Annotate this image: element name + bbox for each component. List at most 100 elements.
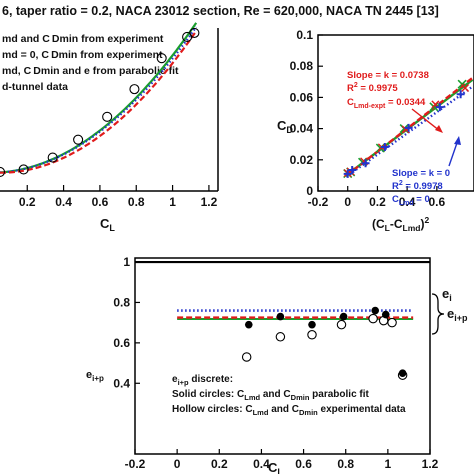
p3-solid-point [381,310,390,319]
p3-hollow-point [387,317,397,328]
p3-notes: ei+p discrete: Solid circles: CLmd and C… [172,374,406,417]
p2-x-axis-label: (CL-CLmd)2 [372,215,430,233]
p3-solid-point [308,320,316,329]
p1-x-axis-label: CL [100,216,115,233]
p2-blue-clmd: CLmd = 0 [392,194,430,207]
p1-x-tick-label: 0.2 [19,195,36,209]
p3-x-tick-label: 0.6 [295,457,312,471]
p3-solid-point [339,312,348,321]
p2-y-tick-label: 0.04 [290,122,314,136]
p3-solid-point [398,369,407,377]
p3-solid-point [276,312,285,321]
p2-point-blue [456,90,465,99]
p2-y-tick-label: 0.1 [296,28,313,42]
p3-note-line-1: ei+p discrete: [172,374,233,387]
p3-x-tick-label: 0.4 [253,457,270,471]
p2-x-tick-label: -0.2 [308,195,329,209]
p1-data-point [156,53,167,64]
p1-data-point [102,111,113,122]
p1-legend-line-2: md = 0, C Dmin from experiment [2,49,163,61]
p3-note-line-2: Solid circles: CLmd and CDmin parabolic … [172,389,370,402]
p2-y-tick-label: 0 [306,184,313,198]
p2-x-tick-label: 0.4 [399,195,416,209]
p2-red-arrow [411,108,441,132]
p2-y-axis-label: CD [277,118,293,135]
p1-legend-line-1: md and C Dmin from experiment [2,33,164,45]
p3-y-tick-label: 1 [123,255,130,269]
p1-data-point [0,166,6,177]
p2-point-blue [361,159,370,168]
p3-ticks: -0.2 0 0.2 0.4 0.6 0.8 1 1.2 0.4 0.6 0.8 1 [113,255,438,471]
p2-blue-slope: Slope = k = 0 [392,168,450,179]
p2-ticks: -0.2 0 0.2 0.4 0.600.020.040.060.080.1 [290,28,446,209]
p1-data-point [18,164,29,175]
p1-x-tick-label: 0.8 [128,195,145,209]
p2-point-blue [380,143,389,152]
p2-x-tick-label: 0 [344,195,351,209]
p2-plot-frame [317,34,474,192]
p2-data-points [343,79,470,179]
p2-annotation-red: Slope = k = 0.0738 R2 = 0.9975 CLmd-expt… [347,70,443,133]
panel-e-vs-cl: -0.2 0 0.2 0.4 0.6 0.8 1 1.20.40.60.81 ei+p CL … [86,255,468,474]
p1-fit-curves [0,22,198,174]
p3-y-axis-label: ei+p [86,369,104,383]
p3-horizontal-lines [135,260,430,321]
p2-y-tick-label: 0.08 [290,59,314,73]
p1-data-point [47,152,58,163]
p3-x-tick-label: 1.2 [422,457,439,471]
p2-point-red [461,84,470,93]
p1-x-tick-label: 0.6 [92,195,109,209]
p3-note-line-3: Hollow circles: CLmd and CDmin experimen… [172,404,406,417]
p3-y-tick-label: 0.4 [113,376,130,390]
p3-hollow-point [241,352,252,362]
p3-data-points [241,306,408,380]
p3-plot-frame [134,257,431,455]
p2-y-tick-label: 0.02 [290,153,314,167]
p3-label-eip: ei+p [447,306,468,323]
p3-label-ei: ei [442,286,452,303]
panel-cd-vs-cl-shift-sq: -0.2 0 0.2 0.4 0.600.020.040.060.080.1 CD (C… [277,28,474,233]
p3-hollow-point [368,313,378,324]
p3-brace [431,293,445,335]
p2-y-tick-label: 0.06 [290,90,314,104]
p2-x-tick-label: 0.2 [369,195,386,209]
p3-hollow-point [336,319,347,330]
p1-legend-line-3: md, C Dmin and e from parabolic fit [2,65,179,77]
p3-x-tick-label: 0.8 [337,457,354,471]
p1-legend-line-4: d-tunnel data [2,81,68,93]
p2-red-arrowhead [435,125,443,133]
p3-hollow-point [275,332,286,342]
p1-x-tick-label: 1 [169,195,176,209]
p1-data-point [189,27,200,38]
p3-solid-point [244,320,253,329]
p1-x-tick-label: 0.4 [55,195,72,209]
p3-x-tick-label: 0 [174,457,181,471]
panel-cd-vs-cl: md and C Dmin from experiment md = 0, C … [0,22,219,233]
p2-blue-arrowhead [454,136,461,145]
p3-x-tick-label: -0.2 [125,457,146,471]
p1-x-tick-label: 1.2 [201,195,218,209]
p2-red-r2: R2 = 0.9975 [347,82,398,94]
p3-y-tick-label: 0.8 [113,295,130,309]
p3-hollow-point [307,330,317,340]
p2-x-tick-label: 0.6 [429,195,446,209]
p3-x-tick-label: 1 [385,457,392,471]
p3-x-axis-label: CL [268,460,283,474]
p1-fit-curve [0,22,198,174]
p1-data-point [73,134,84,145]
p3-x-tick-label: 0.2 [211,457,228,471]
p2-point-blue [343,169,352,178]
p2-fit-line [345,85,474,178]
p1-data-points [0,27,200,177]
figure-title: 6, taper ratio = 0.2, NACA 23012 section… [2,4,439,18]
p3-solid-point [371,306,380,315]
p1-data-point [129,84,140,95]
p1-x-ticks: 0.2 0.4 0.6 0.8 1 1.2 [19,185,218,209]
p3-y-tick-label: 0.6 [113,336,130,350]
p1-fit-curve [0,26,198,174]
p2-point-blue [404,123,413,132]
p2-point-blue [435,103,444,112]
p2-red-clmd: CLmd-expt = 0.0344 [347,97,426,110]
p2-red-slope: Slope = k = 0.0738 [347,70,429,81]
